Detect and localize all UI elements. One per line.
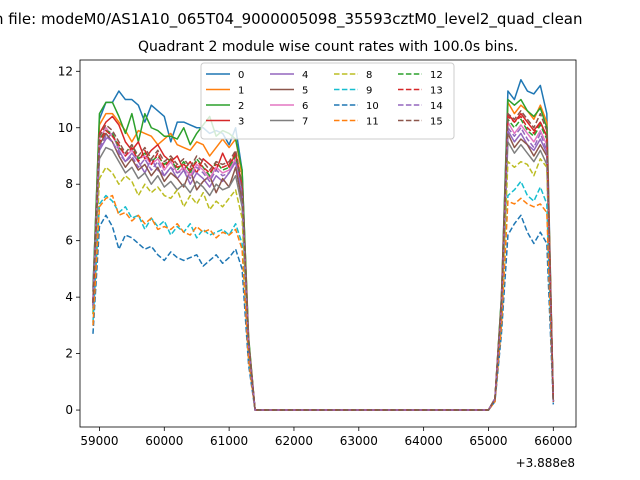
legend-label-11: 11	[366, 117, 379, 128]
legend-box	[200, 62, 455, 140]
x-tick-label: 63000	[340, 434, 378, 448]
legend-label-8: 8	[366, 70, 372, 81]
y-tick-label: 10	[58, 121, 73, 135]
y-tick-label: 12	[58, 64, 73, 78]
legend-label-6: 6	[302, 101, 308, 112]
legend-label-1: 1	[238, 86, 244, 97]
x-tick-label: 60000	[145, 434, 183, 448]
legend-label-7: 7	[302, 117, 308, 128]
axes: 59000 60000 61000 62000 63000 64000 65000 66000…	[58, 59, 577, 448]
y-tick-label: 8	[65, 177, 73, 191]
x-tick-label: 62000	[275, 434, 313, 448]
figure-suptitle: n file: modeM0/AS1A10_065T04_9000005098_…	[0, 10, 583, 29]
axes-frame	[79, 59, 577, 428]
y-tick-label: 6	[65, 234, 73, 248]
legend-label-4: 4	[302, 70, 308, 81]
plot-area	[92, 79, 555, 411]
legend-label-0: 0	[238, 70, 244, 81]
x-tick-label: 64000	[405, 434, 443, 448]
x-tick-label: 65000	[469, 434, 507, 448]
legend-label-9: 9	[366, 86, 372, 97]
legend-label-10: 10	[366, 101, 379, 112]
y-tick-label: 0	[65, 403, 73, 417]
legend-label-14: 14	[430, 101, 443, 112]
legend-label-2: 2	[238, 101, 244, 112]
legend-label-15: 15	[430, 117, 443, 128]
x-offset-label: +3.888e8	[516, 456, 575, 470]
legend-label-13: 13	[430, 86, 443, 97]
y-tick-label: 4	[65, 290, 73, 304]
series-line-15	[92, 110, 555, 411]
x-tick-label: 61000	[210, 434, 248, 448]
legend-label-5: 5	[302, 86, 308, 97]
y-tick-label: 2	[65, 347, 73, 361]
chart-title: Quadrant 2 module wise count rates with …	[138, 39, 518, 55]
legend-label-12: 12	[430, 70, 443, 81]
legend-label-3: 3	[238, 117, 244, 128]
x-tick-label: 59000	[80, 434, 118, 448]
x-tick-label: 66000	[534, 434, 572, 448]
